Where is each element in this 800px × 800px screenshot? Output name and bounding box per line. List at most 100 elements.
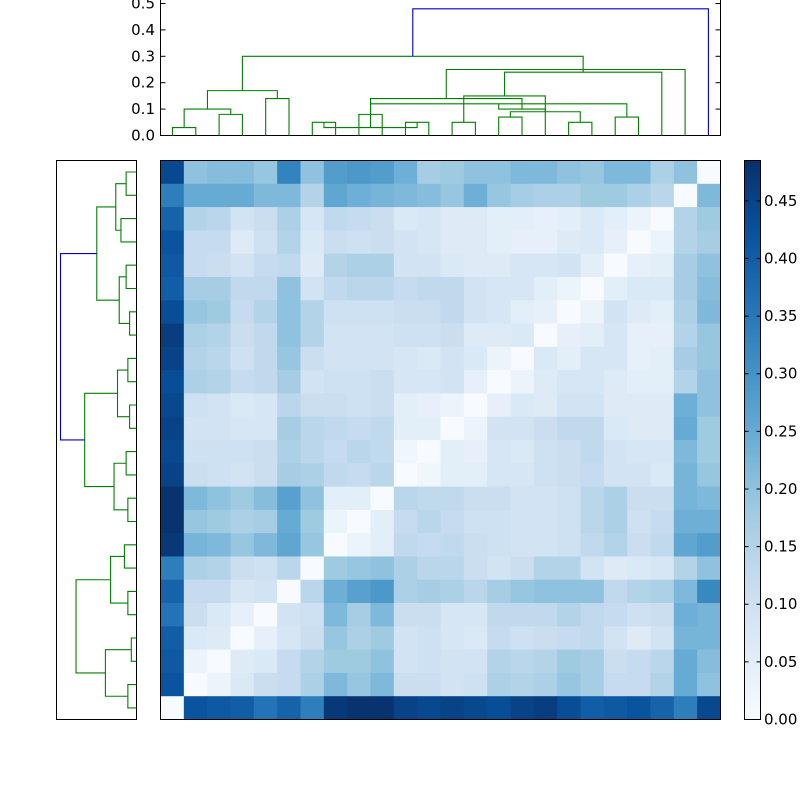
heatmap-cell	[557, 230, 581, 255]
heatmap-cell	[487, 207, 511, 231]
heatmap-cell	[370, 207, 395, 231]
heatmap-cell	[300, 486, 325, 511]
heatmap-cell	[580, 556, 605, 581]
heatmap-cell	[230, 300, 255, 324]
left-dendrogram-frame	[56, 160, 137, 720]
heatmap-cell	[160, 672, 185, 697]
heatmap-cell	[347, 696, 371, 720]
heatmap-cell	[347, 207, 371, 231]
heatmap-cell	[277, 626, 301, 651]
heatmap-cell	[697, 253, 721, 278]
heatmap-cell	[417, 183, 441, 208]
heatmap-cell	[650, 603, 675, 627]
heatmap-cell	[323, 160, 348, 185]
heatmap-cell	[370, 323, 395, 348]
heatmap-cell	[650, 556, 675, 581]
heatmap-cell	[697, 230, 721, 255]
heatmap-cell	[463, 370, 488, 394]
heatmap-cell	[510, 276, 535, 301]
heatmap-cell	[603, 440, 628, 464]
heatmap-cell	[347, 230, 371, 255]
heatmap-cell	[417, 346, 441, 371]
heatmap-cell	[160, 440, 185, 464]
top-dendrogram: 0.0 0.1 0.2 0.3 0.4 0.5	[131, 0, 721, 145]
heatmap-cell	[207, 323, 231, 348]
heatmap-cell	[580, 276, 605, 301]
heatmap-cell	[650, 346, 675, 371]
heatmap-cell	[487, 440, 511, 464]
heatmap-cell	[393, 416, 418, 441]
heatmap-cell	[417, 486, 441, 511]
heatmap-cell	[697, 649, 721, 674]
heatmap-cell	[323, 486, 348, 511]
heatmap-cell	[370, 463, 395, 487]
heatmap-cell	[463, 603, 488, 627]
heatmap-cell	[300, 253, 325, 278]
heatmap-cell	[393, 626, 418, 651]
heatmap-cell	[370, 183, 395, 208]
heatmap-cell	[277, 160, 301, 185]
heatmap-cell	[347, 486, 371, 511]
heatmap-cell	[650, 486, 675, 511]
heatmap-cell	[160, 393, 185, 418]
dendrogram-link	[412, 8, 709, 136]
heatmap-cell	[160, 603, 185, 627]
heatmap-cell	[440, 696, 465, 720]
heatmap-cell	[160, 696, 185, 720]
heatmap-cell	[673, 672, 698, 697]
heatmap-cell	[557, 346, 581, 371]
heatmap-cell	[627, 533, 651, 557]
heatmap-cell	[603, 160, 628, 185]
heatmap-cell	[463, 393, 488, 418]
heatmap-cell	[417, 253, 441, 278]
heatmap-cell	[417, 160, 441, 185]
heatmap-cell	[463, 346, 488, 371]
heatmap-cell	[627, 207, 651, 231]
heatmap-cell	[603, 579, 628, 604]
heatmap-cell	[300, 346, 325, 371]
heatmap-cell	[207, 463, 231, 487]
heatmap-cell	[580, 509, 605, 534]
heatmap-cell	[557, 300, 581, 324]
heatmap-cell	[697, 370, 721, 394]
heatmap-cell	[697, 346, 721, 371]
heatmap-cell	[253, 626, 278, 651]
heatmap-cell	[673, 160, 698, 185]
heatmap-cell	[207, 253, 231, 278]
heatmap-cell	[370, 626, 395, 651]
heatmap-cell	[393, 207, 418, 231]
heatmap-cell	[160, 207, 185, 231]
heatmap-cell	[277, 276, 301, 301]
heatmap-cell	[697, 300, 721, 324]
heatmap-cell	[533, 556, 558, 581]
heatmap-cell	[580, 370, 605, 394]
heatmap-cell	[627, 463, 651, 487]
heatmap-cell	[510, 533, 535, 557]
heatmap-cell	[510, 603, 535, 627]
heatmap-cell	[440, 300, 465, 324]
top-dendrogram-y-axis: 0.0 0.1 0.2 0.3 0.4 0.5	[131, 0, 721, 145]
heatmap-cell	[183, 556, 208, 581]
heatmap-cell	[417, 533, 441, 557]
heatmap-cell	[580, 440, 605, 464]
heatmap-cell	[580, 230, 605, 255]
heatmap-cell	[440, 533, 465, 557]
heatmap-cell	[580, 160, 605, 185]
heatmap-cell	[183, 509, 208, 534]
heatmap-cell	[277, 603, 301, 627]
heatmap-cell	[650, 696, 675, 720]
heatmap-cell	[627, 323, 651, 348]
heatmap-cell	[323, 672, 348, 697]
heatmap-cell	[393, 370, 418, 394]
heatmap-cell	[160, 649, 185, 674]
heatmap-cell	[627, 370, 651, 394]
heatmap-cell	[627, 160, 651, 185]
heatmap-cell	[557, 672, 581, 697]
heatmap-cell	[650, 649, 675, 674]
heatmap-cell	[650, 509, 675, 534]
heatmap-cell	[300, 160, 325, 185]
heatmap-cell	[370, 486, 395, 511]
heatmap-cell	[277, 672, 301, 697]
heatmap-cell	[230, 440, 255, 464]
